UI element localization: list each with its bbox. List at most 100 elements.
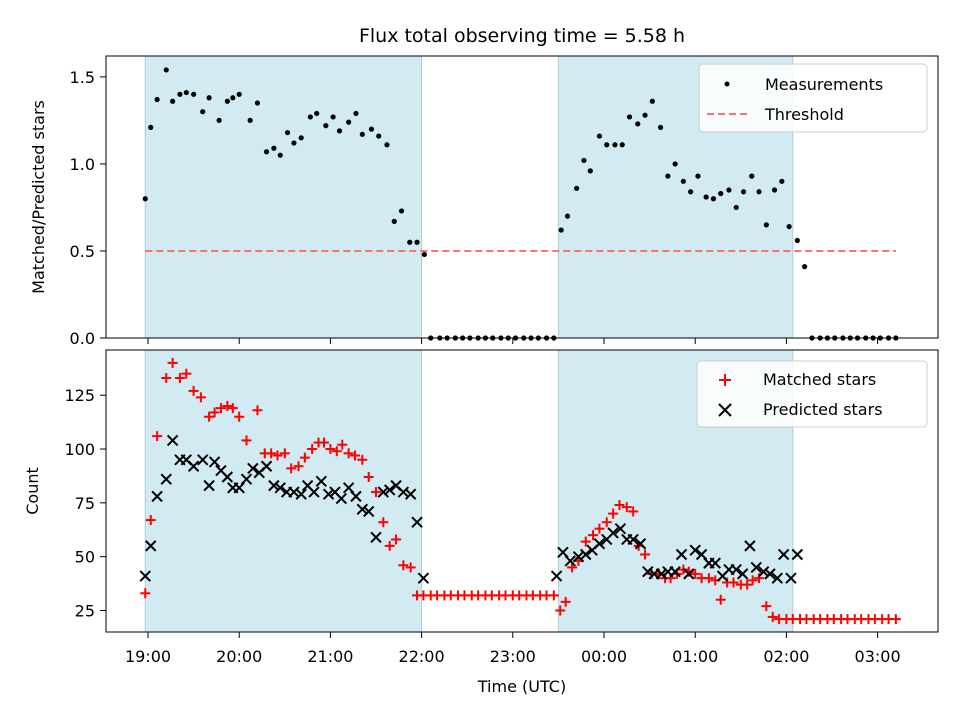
x-tick-label: 22:00 xyxy=(399,647,445,666)
measurement-point xyxy=(216,117,222,124)
matched-stars-point xyxy=(405,562,416,573)
measurement-point xyxy=(635,121,641,127)
measurement-point xyxy=(587,168,593,174)
bottom-y-tick-label: 100 xyxy=(64,440,95,459)
measurement-point xyxy=(183,89,189,96)
measurement-point xyxy=(236,91,242,97)
legend-predicted-marker xyxy=(718,403,732,417)
predicted-stars-point xyxy=(614,522,627,535)
bottom-data-marks xyxy=(139,357,901,625)
measurement-point xyxy=(323,123,329,129)
predicted-stars-point xyxy=(404,488,417,500)
matched-stars-point xyxy=(398,560,409,571)
predicted-stars-point xyxy=(785,572,797,584)
measurement-point xyxy=(414,239,420,245)
measurement-point xyxy=(154,96,160,103)
matched-stars-point xyxy=(167,357,178,368)
measurement-point xyxy=(802,264,808,270)
measurement-point xyxy=(298,135,304,141)
predicted-stars-point xyxy=(221,471,234,483)
predicted-stars-point xyxy=(757,566,770,578)
x-tick-label: 20:00 xyxy=(216,647,262,666)
matched-stars-point xyxy=(337,439,348,450)
legend-measurements-marker xyxy=(724,81,730,87)
matched-stars-point xyxy=(343,448,354,459)
legend-matched-label: Matched stars xyxy=(763,370,876,389)
matched-stars-point xyxy=(378,517,389,528)
predicted-stars-point xyxy=(791,548,804,561)
top-legend-box xyxy=(698,63,928,133)
matched-stars-point xyxy=(601,517,612,528)
bottom-y-axis-label: Count xyxy=(23,467,42,515)
predicted-stars-point xyxy=(689,544,701,556)
measurement-point xyxy=(170,98,176,104)
top-data-marks xyxy=(142,67,899,341)
matched-stars-point xyxy=(391,534,402,545)
bottom-legend: Matched stars Predicted stars xyxy=(696,360,928,428)
measurement-point xyxy=(718,190,724,197)
matched-stars-point xyxy=(555,605,566,616)
measurement-point xyxy=(284,129,291,136)
matched-stars-point xyxy=(357,454,368,465)
predicted-stars-point xyxy=(764,568,776,580)
predicted-stars-point xyxy=(268,479,280,492)
measurement-point xyxy=(695,173,701,179)
x-axis-label: Time (UTC) xyxy=(477,677,566,696)
matched-stars-point xyxy=(594,523,605,534)
x-tick-label: 01:00 xyxy=(672,647,718,666)
predicted-stars-point xyxy=(655,568,668,580)
matched-stars-point xyxy=(621,502,632,513)
matched-stars-point xyxy=(350,450,361,461)
predicted-stars-point xyxy=(362,505,375,518)
top-y-ticks: 0.0 0.5 1.0 1.5 xyxy=(70,68,106,348)
matched-stars-point xyxy=(384,540,395,551)
matched-stars-point xyxy=(548,590,559,601)
matched-stars-point xyxy=(742,579,753,590)
measurement-point xyxy=(407,239,413,245)
matched-stars-point xyxy=(588,530,599,541)
matched-stars-point xyxy=(580,536,591,547)
predicted-stars-point xyxy=(777,548,790,561)
predicted-stars-point xyxy=(322,488,335,500)
predicted-stars-point xyxy=(627,533,639,546)
predicted-stars-point xyxy=(607,527,619,539)
legend-predicted-label: Predicted stars xyxy=(763,400,883,419)
predicted-stars-point xyxy=(166,434,179,447)
measurement-point xyxy=(574,185,580,191)
predicted-stars-point xyxy=(572,550,585,563)
matched-stars-point xyxy=(371,487,381,498)
x-tick-label: 03:00 xyxy=(855,647,901,666)
predicted-stars-point xyxy=(709,557,721,569)
measurement-point xyxy=(749,173,755,179)
top-legend: Measurements Threshold xyxy=(698,63,928,133)
predicted-stars-point xyxy=(675,548,688,561)
predicted-stars-point xyxy=(208,456,221,468)
bottom-y-ticks: 25 50 75 100 125 xyxy=(64,386,106,620)
bottom-legend-box xyxy=(696,360,928,428)
predicted-stars-point xyxy=(771,572,783,584)
measurement-point xyxy=(224,98,230,104)
matched-stars-point xyxy=(215,403,226,414)
matched-stars-point xyxy=(690,568,701,579)
predicted-stars-point xyxy=(642,566,654,578)
top-y-axis-label: Matched/Predicted stars xyxy=(29,100,48,294)
legend-measurements-label: Measurements xyxy=(765,75,883,94)
x-tick-label: 02:00 xyxy=(763,647,809,666)
predicted-stars-point xyxy=(240,473,253,485)
measurement-point xyxy=(771,187,778,193)
predicted-stars-point xyxy=(350,490,362,503)
matched-stars-point xyxy=(272,450,283,461)
measurement-point xyxy=(398,208,405,214)
bottom-y-tick-label: 50 xyxy=(75,548,95,567)
measurement-point xyxy=(353,110,359,117)
x-tick-label: 19:00 xyxy=(125,647,171,666)
measurement-point xyxy=(649,98,655,104)
predicted-stars-point xyxy=(683,568,695,580)
legend-matched-marker xyxy=(719,374,731,386)
measurement-point xyxy=(642,112,648,118)
predicted-stars-point xyxy=(634,538,647,550)
matched-stars-point xyxy=(319,437,330,448)
measurement-point xyxy=(277,152,283,158)
predicted-stars-point xyxy=(288,486,300,498)
measurement-point xyxy=(779,178,785,184)
